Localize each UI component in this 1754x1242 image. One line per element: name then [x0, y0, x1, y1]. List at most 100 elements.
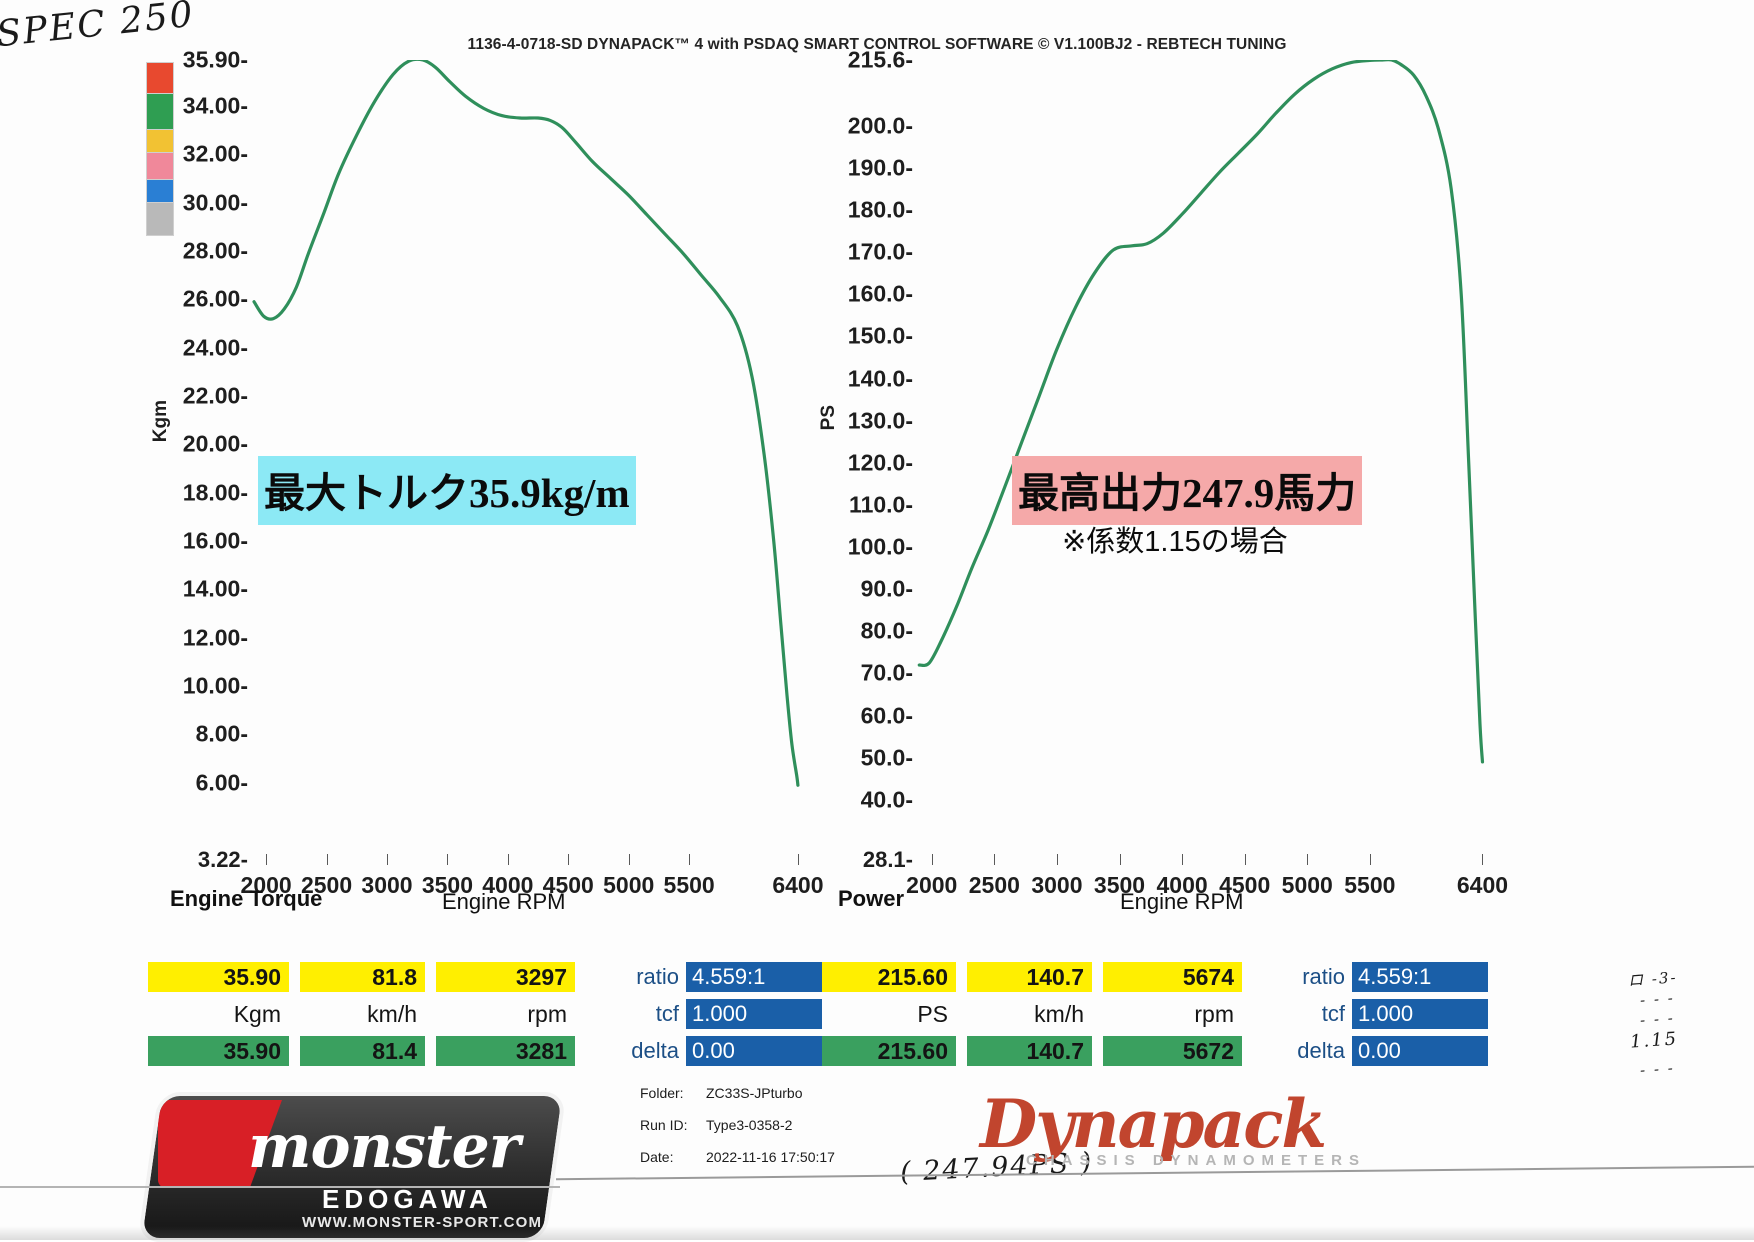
left-param-value-ratio: 4.559:1 [686, 962, 822, 992]
series-curve-power [917, 60, 1485, 764]
y-axis-title-torque: Kgm [150, 400, 171, 443]
y-tick-130.0: 130.0- [847, 407, 913, 434]
right-param-label-ratio: ratio [1302, 964, 1345, 989]
right-param-label-delta: delta [1297, 1038, 1345, 1063]
x-axis-title-power: Engine RPM [1120, 889, 1244, 914]
power-units-row: PS km/h rpm [815, 999, 1242, 1029]
left-param-tcf: tcf 1.000 [617, 999, 822, 1029]
x-tick-mark-5000 [628, 854, 630, 865]
x-axis-power: 2000 2500 3000 3500 4000 4500 5000 5500 6400 [906, 850, 1508, 910]
power-units-row-cell-2: rpm [1194, 1001, 1234, 1027]
x-tick-4500: 4500 [542, 872, 594, 898]
left-param-ratio: ratio 4.559:1 [617, 962, 822, 992]
y-tick-100.0: 100.0- [847, 533, 913, 560]
y-tick-32.00: 32.00- [182, 140, 248, 167]
dynapack-sublabel: CHASSIS DYNAMOMETERS [1026, 1152, 1367, 1169]
dynapack-wordmark: Dynapack [980, 1085, 1327, 1163]
left-param-value-delta: 0.00 [686, 1036, 822, 1066]
meta-runid: Run ID: Type3-0358-2 [640, 1117, 835, 1133]
y-tick-215.6: 215.6- [847, 46, 913, 73]
scan-artifact-line-left [0, 1186, 560, 1188]
torque-avg-row-cell-0: 35.90 [148, 1036, 289, 1066]
power-units-row-cell-1: km/h [1034, 1001, 1084, 1027]
monster-wordmark: monster [248, 1112, 520, 1182]
x-tick-mark-5000 [1307, 854, 1309, 865]
y-axis-min-label: 3.22- [197, 847, 248, 872]
x-tick-5500: 5500 [1344, 872, 1396, 898]
x-tick-3500: 3500 [1093, 872, 1146, 898]
torque-peak-row-cell-1: 81.8 [300, 962, 425, 992]
handwritten-margin-note-4: 1.15 [1629, 1028, 1679, 1053]
x-tick-mark-4000 [507, 854, 509, 865]
torque-units-row-cell-1: km/h [367, 1001, 417, 1027]
x-tick-5500: 5500 [663, 872, 715, 898]
right-param-value-tcf: 1.000 [1352, 999, 1488, 1029]
torque-avg-row: 35.90 81.4 3281 [148, 1036, 575, 1066]
y-tick-28.00: 28.00- [182, 237, 248, 264]
x-tick-mark-2500 [994, 854, 996, 865]
handwritten-margin-note-2: - - - [1639, 988, 1676, 1010]
chart-power: 215.6- 200.0- 190.0- 180.0- 170.0- 160.0- 150.… [835, 47, 1508, 899]
x-tick-mark-3000 [386, 854, 388, 865]
left-param-label-ratio: ratio [636, 964, 679, 989]
x-tick-6400: 6400 [1456, 872, 1509, 898]
meta-folder: Folder: ZC33S-JPturbo [640, 1085, 835, 1101]
y-tick-26.00: 26.00- [182, 285, 248, 312]
params-block-right: ratio 4.559:1 tcf 1.000 delta 0.00 [1283, 962, 1488, 1073]
y-axis-min-label: 28.1- [862, 847, 913, 872]
torque-avg-row-cell-1: 81.4 [300, 1036, 425, 1066]
callout-max-torque: 最大トルク35.9kg/m [258, 456, 636, 525]
y-tick-24.00: 24.00- [182, 334, 248, 361]
x-tick-mark-3500 [447, 854, 449, 865]
chart-title-torque: Engine Torque [170, 886, 323, 911]
power-peak-row-cell-1: 140.7 [967, 962, 1092, 992]
y-axis-labels-power: 215.6- 200.0- 190.0- 180.0- 170.0- 160.0- 150.… [835, 47, 913, 873]
torque-units-row-cell-2: rpm [527, 1001, 567, 1027]
y-tick-80.0: 80.0- [860, 617, 913, 644]
x-tick-2500: 2500 [300, 872, 353, 898]
chart-engine-torque: 35.90- 34.00- 32.00- 30.00- 28.00- 26.00- 24.0… [170, 47, 824, 899]
power-avg-row-cell-2: 5672 [1103, 1036, 1242, 1066]
x-tick-mark-2000 [931, 854, 933, 865]
handwritten-margin-note-1: ロ -3- [1627, 968, 1679, 990]
x-tick-mark-4000 [1182, 854, 1184, 865]
legend-swatch-3 [146, 152, 174, 179]
results-table-power: 215.60 140.7 5674 PS km/h rpm 215.60 140.7 5672 [815, 962, 1242, 1073]
left-param-value-tcf: 1.000 [686, 999, 822, 1029]
y-tick-120.0: 120.0- [847, 449, 913, 476]
handwritten-margin-note-5: - - - [1639, 1058, 1676, 1080]
y-tick-60.0: 60.0- [860, 702, 913, 729]
y-tick-34.00: 34.00- [182, 92, 248, 119]
power-avg-row-cell-1: 140.7 [967, 1036, 1092, 1066]
power-units-row-cell-0: PS [917, 1001, 948, 1027]
left-param-label-delta: delta [631, 1038, 679, 1063]
power-peak-row: 215.60 140.7 5674 [815, 962, 1242, 992]
y-tick-20.00: 20.00- [182, 430, 248, 457]
y-tick-50.0: 50.0- [860, 744, 913, 771]
callout-coefficient-note: ※係数1.15の場合 [1062, 526, 1288, 558]
x-tick-3000: 3000 [361, 872, 413, 898]
y-tick-40.0: 40.0- [860, 786, 913, 813]
y-tick-10.00: 10.00- [182, 672, 248, 699]
y-tick-70.0: 70.0- [860, 659, 913, 686]
power-avg-row-cell-0: 215.60 [815, 1036, 956, 1066]
x-tick-3000: 3000 [1031, 872, 1083, 898]
monster-edogawa-logo: monster EDOGAWA WWW.MONSTER-SPORT.COM [137, 1092, 567, 1242]
y-tick-140.0: 140.0- [847, 365, 913, 392]
monster-sublabel: EDOGAWA [322, 1184, 493, 1214]
page-title: 1136-4-0718-SD DYNAPACK™ 4 with PSDAQ SM… [467, 36, 1287, 53]
x-tick-mark-4500 [568, 854, 570, 865]
meta-runid-value: Type3-0358-2 [706, 1117, 793, 1133]
meta-date-value: 2022-11-16 17:50:17 [706, 1149, 835, 1165]
y-tick-35.90: 35.90- [182, 46, 248, 73]
plot-area-power [913, 60, 1495, 850]
y-tick-18.00: 18.00- [182, 479, 248, 506]
x-tick-mark-6400 [1482, 854, 1484, 865]
x-tick-2500: 2500 [968, 872, 1020, 898]
x-tick-2000: 2000 [240, 872, 292, 898]
scan-edge-shadow [0, 1226, 1754, 1240]
right-param-value-delta: 0.00 [1352, 1036, 1488, 1066]
right-param-value-ratio: 4.559:1 [1352, 962, 1488, 992]
y-tick-160.0: 160.0- [847, 280, 913, 307]
